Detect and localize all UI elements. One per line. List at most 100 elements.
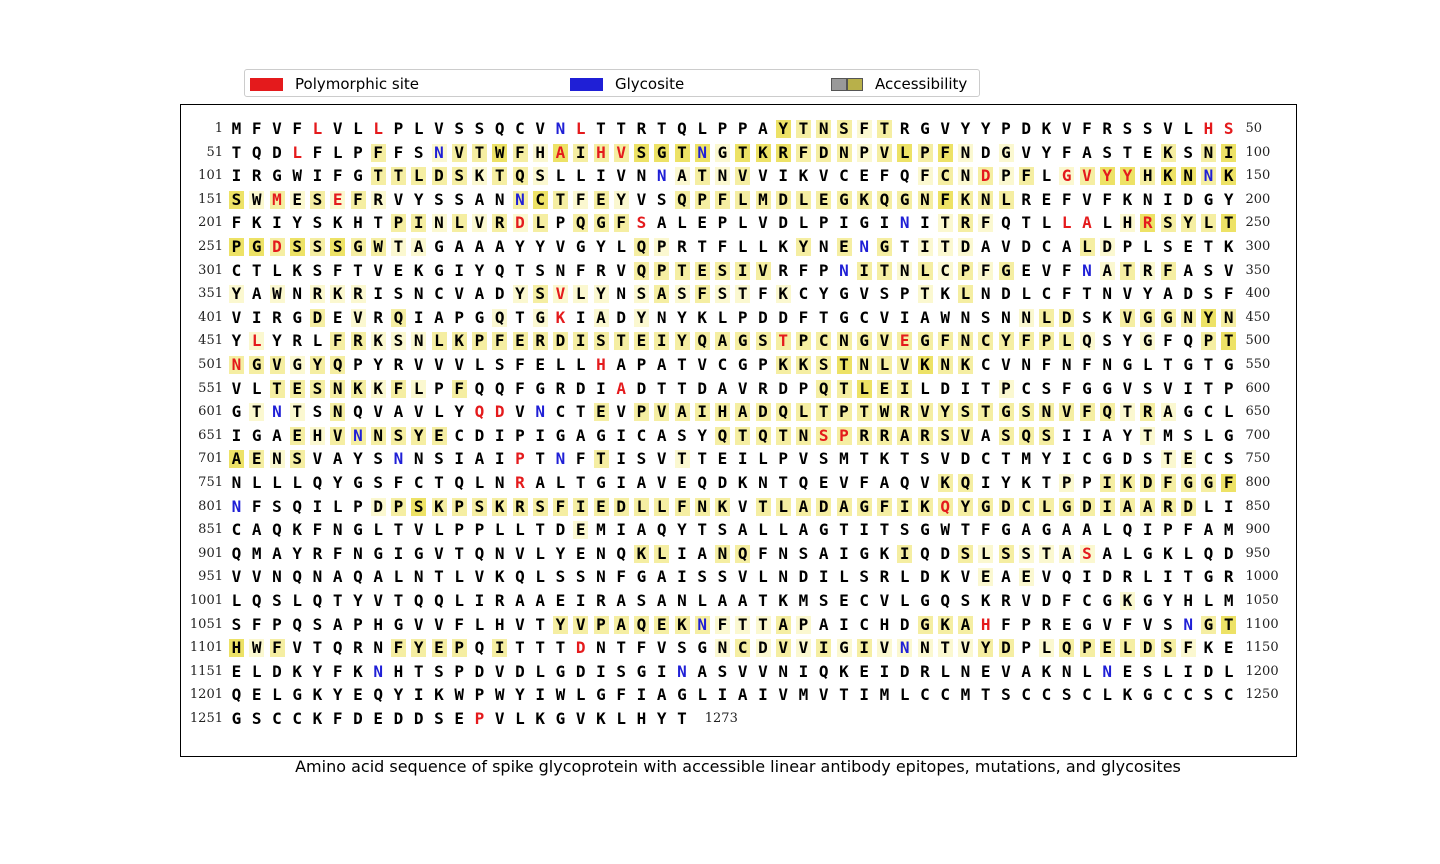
residue: I [451, 450, 467, 469]
row-end-number: 800 [1245, 475, 1271, 490]
residue: Y [512, 285, 528, 304]
residue: P [1079, 639, 1095, 658]
residue: P [451, 497, 467, 516]
residue: I [856, 639, 872, 658]
residue: G [1059, 167, 1075, 186]
residue: T [877, 521, 892, 540]
residue: Y [593, 238, 609, 256]
residue: E [1039, 190, 1054, 209]
residue: V [411, 615, 427, 634]
residue: I [573, 143, 589, 162]
sequence-row: 651 I G A E H V N N S Y E C D I P I G A G I C A S Y Q T Q T N S P R R A R S V… [181, 425, 1296, 447]
residue: S [431, 710, 447, 728]
row-end-number: 850 [1245, 498, 1271, 514]
residue: K [877, 450, 892, 469]
residue: D [1120, 450, 1135, 469]
residue: K [978, 592, 994, 610]
residue: L [1140, 568, 1156, 587]
residue: D [1059, 308, 1075, 327]
residue: S [897, 521, 913, 540]
residue: V [937, 120, 953, 138]
residue: T [654, 379, 670, 398]
residue: K [958, 190, 973, 209]
residue: Y [674, 308, 690, 327]
residue: I [1059, 426, 1075, 445]
residue: G [836, 190, 852, 209]
residue: L [289, 143, 305, 162]
residue: P [269, 615, 285, 634]
residue: Y [310, 356, 325, 374]
residue: V [654, 450, 670, 469]
residue: I [573, 332, 589, 351]
residue: N [1140, 190, 1156, 209]
residue: T [816, 403, 832, 422]
residue: H [1140, 167, 1156, 186]
residue: F [715, 190, 730, 209]
residue: C [1018, 497, 1034, 516]
residue: S [978, 308, 994, 327]
residue: K [1160, 143, 1176, 162]
residue: F [715, 238, 730, 256]
residue: I [1140, 521, 1156, 540]
residue: V [330, 426, 346, 445]
row-start-number: 1151 [189, 663, 223, 679]
residue: D [512, 214, 528, 233]
residue: Q [998, 214, 1014, 233]
residue: S [472, 497, 487, 516]
residue: V [613, 261, 629, 280]
residue: Q [796, 474, 811, 492]
residue: A [1099, 261, 1115, 280]
residue: L [998, 190, 1014, 209]
residue: N [613, 285, 629, 304]
residue: N [917, 190, 933, 209]
residue: T [391, 521, 406, 540]
residue: T [755, 497, 771, 516]
residue: E [229, 662, 244, 681]
residue: N [694, 615, 710, 634]
residue: K [249, 214, 265, 233]
residue: R [1160, 497, 1176, 516]
residue: N [431, 214, 447, 233]
residue: R [350, 332, 366, 351]
residue: E [330, 308, 346, 327]
residue: L [330, 143, 346, 162]
residue: I [674, 544, 690, 563]
residue: K [1160, 167, 1176, 186]
residue: R [775, 143, 791, 162]
residue: A [715, 592, 730, 610]
residue: S [715, 521, 730, 540]
residue: I [492, 426, 508, 445]
residue: E [1140, 143, 1156, 162]
residue: E [978, 568, 994, 587]
row-end-number: 900 [1245, 522, 1271, 538]
residue: G [1039, 521, 1054, 540]
residue: T [816, 308, 832, 327]
residue: L [634, 497, 649, 516]
residue: C [512, 120, 528, 138]
residue: L [391, 568, 406, 587]
residue: V [269, 356, 285, 374]
residue: S [877, 285, 892, 304]
residue: G [532, 308, 548, 327]
residue: G [1140, 592, 1156, 610]
residue: R [492, 214, 508, 233]
row-end-number: 650 [1245, 404, 1271, 420]
residue: A [532, 474, 548, 492]
residue: V [249, 568, 265, 587]
residue: G [694, 639, 710, 658]
residue: C [1160, 686, 1176, 705]
residue: G [1201, 190, 1216, 209]
residue: A [269, 544, 285, 563]
residue: V [796, 450, 811, 469]
residue: A [1201, 521, 1216, 540]
polymorphic-swatch [250, 77, 283, 91]
residue: F [512, 379, 528, 398]
residue: A [654, 592, 670, 610]
residue: G [654, 143, 670, 162]
row-end-number: 200 [1245, 191, 1271, 207]
residue: L [897, 143, 913, 162]
residue: P [998, 120, 1014, 138]
residue: Y [775, 120, 791, 138]
residue: L [694, 120, 710, 138]
residue: S [755, 332, 771, 351]
